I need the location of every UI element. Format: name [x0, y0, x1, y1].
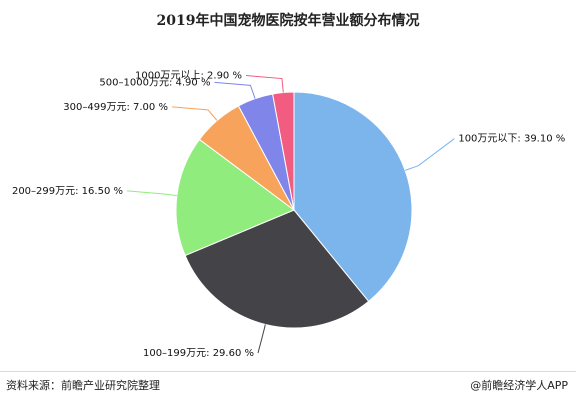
pie-label-1: 100–199万元: 29.60 %	[143, 348, 254, 359]
pie-connector-1	[257, 324, 266, 354]
source-note: 资料来源：前瞻产业研究院整理	[6, 379, 160, 392]
pie-slice-0	[293, 91, 413, 303]
pie-label-2: 200–299万元: 16.50 %	[12, 186, 123, 197]
footer-divider	[0, 371, 576, 372]
pie-connector-0	[404, 138, 455, 171]
pie-label-0: 100万元以下: 39.10 %	[458, 134, 565, 145]
pie-slice-1	[184, 209, 370, 329]
pie-label-4: 500–1000万元: 4.90 %	[99, 77, 210, 88]
credit-note: @前瞻经济学人APP	[470, 379, 568, 392]
pie-connector-5	[245, 75, 284, 93]
pie-connector-2	[126, 190, 177, 197]
pie-connector-4	[214, 81, 256, 99]
pie-slice-2	[175, 138, 296, 257]
pie-label-3: 300–499万元: 7.00 %	[63, 102, 168, 113]
chart-title: 2019年中国宠物医院按年营业额分布情况	[156, 13, 420, 29]
pie-chart: 100万元以下: 39.10 % 100–199万元: 29.60 % 200–29…	[12, 70, 565, 359]
pie-label-5: 1000万元以上: 2.90 %	[135, 70, 242, 82]
pie-slice-5	[272, 91, 295, 211]
pie-connector-3	[171, 106, 218, 121]
